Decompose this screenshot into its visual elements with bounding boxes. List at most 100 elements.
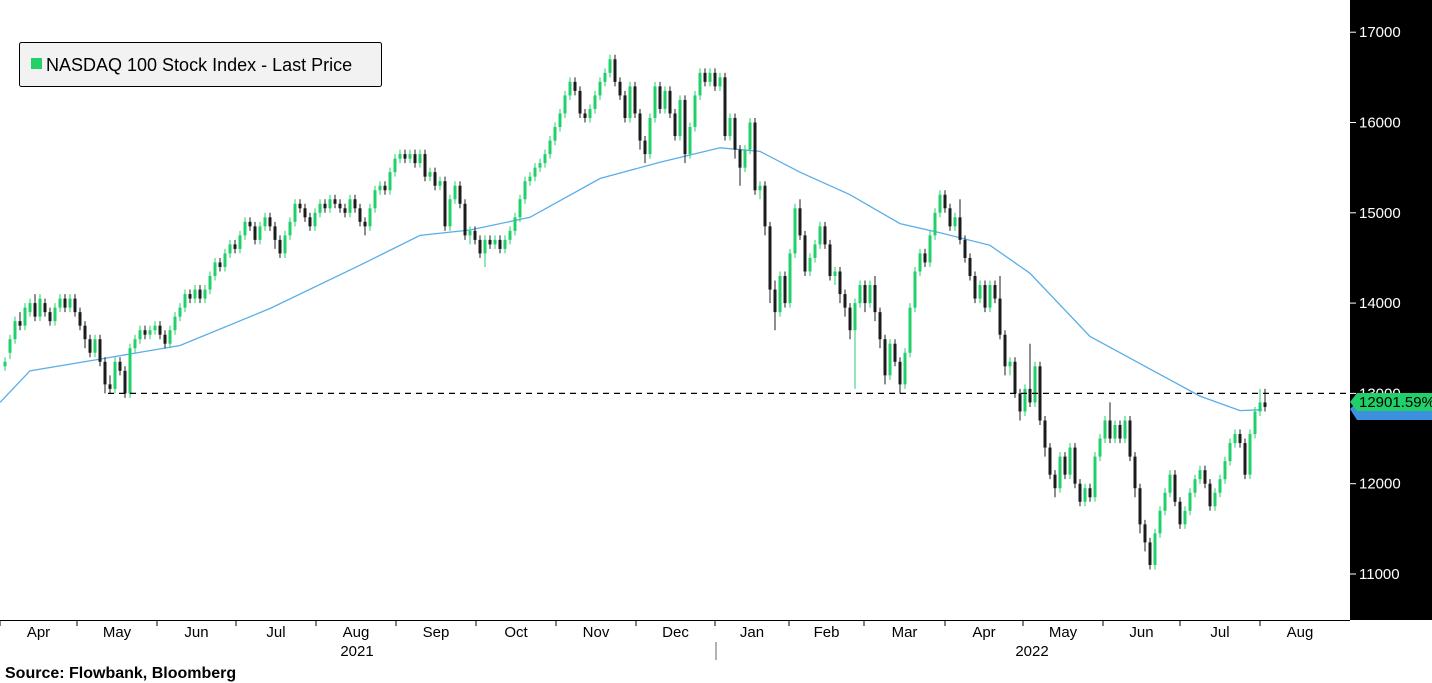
candle bbox=[858, 280, 862, 308]
candle bbox=[1148, 537, 1152, 570]
x-tick-label: Apr bbox=[27, 624, 50, 641]
candle-body bbox=[663, 90, 667, 109]
candle-body bbox=[48, 312, 52, 322]
candle bbox=[733, 113, 737, 159]
candle-body bbox=[758, 185, 762, 191]
candle-body bbox=[973, 276, 977, 299]
candle-body bbox=[778, 276, 782, 313]
candle bbox=[383, 181, 387, 195]
candle-body bbox=[678, 99, 682, 137]
x-tick-label: Aug bbox=[1287, 624, 1314, 641]
candle bbox=[3, 357, 7, 371]
candle bbox=[1048, 443, 1052, 480]
candle-body bbox=[563, 95, 567, 114]
candle-body bbox=[488, 239, 492, 245]
candle bbox=[443, 176, 447, 231]
candle-body bbox=[438, 181, 442, 186]
candle-body bbox=[1193, 479, 1197, 493]
candle bbox=[803, 230, 807, 277]
candle bbox=[1213, 488, 1217, 511]
candle-body bbox=[513, 217, 517, 231]
candle bbox=[523, 176, 527, 204]
candle-body bbox=[148, 330, 152, 335]
candle-body bbox=[1178, 501, 1182, 525]
candle bbox=[663, 86, 667, 114]
candle bbox=[563, 90, 567, 118]
candle bbox=[438, 176, 442, 191]
candle bbox=[338, 199, 342, 213]
candle bbox=[493, 235, 497, 249]
candle-body bbox=[173, 316, 177, 331]
candle bbox=[153, 321, 157, 335]
candle-body bbox=[1168, 474, 1172, 493]
candle bbox=[718, 72, 722, 91]
candle bbox=[498, 235, 502, 254]
x-tick-label: Jul bbox=[266, 624, 285, 641]
candle-body bbox=[958, 217, 962, 240]
candle-body bbox=[178, 307, 182, 317]
candle-body bbox=[1098, 438, 1102, 457]
candle bbox=[1188, 488, 1192, 516]
candle-body bbox=[633, 86, 637, 114]
candle bbox=[478, 235, 482, 258]
candle-body bbox=[163, 334, 167, 344]
candle bbox=[553, 122, 557, 146]
candle-body bbox=[1133, 456, 1137, 489]
candle bbox=[208, 271, 212, 295]
candle-body bbox=[238, 235, 242, 249]
candle bbox=[1238, 429, 1242, 448]
candle bbox=[923, 248, 927, 267]
candle bbox=[978, 280, 982, 304]
candle bbox=[643, 136, 647, 164]
candle bbox=[913, 266, 917, 313]
candle bbox=[618, 77, 622, 100]
candle-body bbox=[183, 294, 187, 308]
candle bbox=[268, 212, 272, 231]
candle bbox=[78, 307, 82, 331]
candle bbox=[903, 348, 907, 389]
candle-body bbox=[328, 199, 332, 209]
candle bbox=[653, 81, 657, 123]
candle-body bbox=[1148, 542, 1152, 565]
candle bbox=[628, 81, 632, 123]
candle-body bbox=[413, 154, 417, 164]
candle-body bbox=[618, 81, 622, 96]
candle bbox=[448, 194, 452, 231]
candle bbox=[43, 298, 47, 317]
candle bbox=[83, 321, 87, 349]
candle bbox=[1153, 528, 1157, 570]
candle-body bbox=[648, 117, 652, 155]
y-tick-label: 15000 bbox=[1359, 205, 1401, 222]
candle-body bbox=[853, 303, 857, 331]
candle bbox=[248, 217, 252, 231]
candle bbox=[168, 325, 172, 349]
candle-body bbox=[1243, 443, 1247, 475]
candle bbox=[158, 321, 162, 340]
candle-body bbox=[788, 253, 792, 304]
x-tick-label: Aug bbox=[343, 624, 370, 641]
candle-body bbox=[318, 203, 322, 213]
candle bbox=[798, 199, 802, 240]
candle-body bbox=[1208, 483, 1212, 507]
candle bbox=[173, 312, 177, 335]
candle-body bbox=[818, 226, 822, 245]
candle bbox=[243, 217, 247, 240]
candle bbox=[1233, 429, 1237, 448]
candle bbox=[328, 194, 332, 213]
candle bbox=[393, 154, 397, 177]
candle bbox=[768, 221, 772, 304]
candle-body bbox=[923, 253, 927, 263]
candle-body bbox=[828, 244, 832, 277]
candle-body bbox=[1238, 434, 1242, 444]
candle-body bbox=[1198, 470, 1202, 480]
y-tick-label: 12000 bbox=[1359, 476, 1401, 493]
candle-body bbox=[693, 95, 697, 128]
candle-body bbox=[1093, 456, 1097, 498]
candle-body bbox=[888, 343, 892, 376]
candle-body bbox=[803, 235, 807, 272]
candle-body bbox=[128, 348, 132, 394]
x-tick-label: Jun bbox=[184, 624, 208, 641]
candle-body bbox=[373, 190, 377, 209]
candle bbox=[288, 217, 292, 240]
candle bbox=[318, 199, 322, 218]
